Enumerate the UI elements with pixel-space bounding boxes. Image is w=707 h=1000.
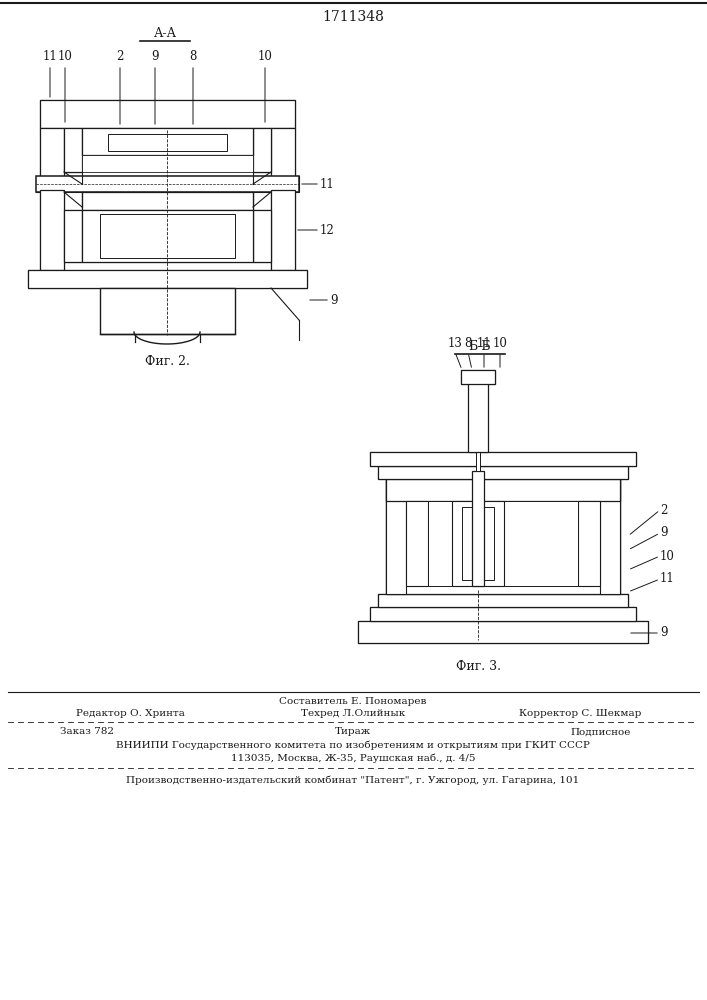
Text: 2: 2 [660,504,667,516]
Bar [386,479,620,594]
Bar [253,210,271,262]
Bar [64,210,82,262]
Bar [82,155,253,172]
Bar [428,501,578,586]
Text: Тираж: Тираж [335,728,371,736]
Text: Подписное: Подписное [570,728,631,736]
Bar [28,270,307,288]
Bar [452,501,504,586]
Bar [64,128,82,172]
Bar [386,479,406,594]
Bar [472,471,484,586]
Bar [461,370,495,384]
Bar [40,190,64,270]
Bar [472,471,484,586]
Bar [64,128,82,172]
Bar [271,128,295,185]
Bar [578,501,600,586]
Bar [378,466,628,479]
Bar [64,210,82,262]
Text: А-А: А-А [153,27,177,40]
Bar [271,128,295,185]
Bar [600,479,620,594]
Text: Фиг. 3.: Фиг. 3. [455,660,501,673]
Bar [462,507,494,580]
Text: 11: 11 [320,178,334,190]
Bar [82,128,253,155]
Text: 11: 11 [42,50,57,63]
Bar [40,100,295,128]
Text: Производственно-издательский комбинат "Патент", г. Ужгород, ул. Гагарина, 101: Производственно-издательский комбинат "П… [127,775,580,785]
Bar [358,621,648,643]
Text: 10: 10 [493,337,508,350]
Text: Фиг. 2.: Фиг. 2. [144,355,189,368]
Bar [378,594,628,607]
Bar [40,190,64,270]
Bar [40,100,295,128]
Bar [406,501,428,586]
Text: Составитель Е. Пономарев: Составитель Е. Пономарев [279,696,427,706]
Bar [36,176,299,192]
Bar [468,376,488,452]
Text: Б-Б: Б-Б [469,340,491,353]
Bar [253,128,271,172]
Text: Редактор О. Хринта: Редактор О. Хринта [76,708,185,718]
Text: 12: 12 [320,224,334,236]
Bar [358,621,648,643]
Bar [386,479,620,501]
Text: 8: 8 [464,337,472,350]
Bar [40,128,64,185]
Bar [406,501,428,586]
Bar [461,370,495,384]
Bar [108,134,227,151]
Text: 1711348: 1711348 [322,10,384,24]
Bar [476,376,480,471]
Bar [386,479,406,594]
Text: 8: 8 [189,50,197,63]
Bar [452,501,504,586]
Bar [370,452,636,466]
Bar [378,466,628,479]
Bar [386,479,620,594]
Bar [108,134,227,151]
Text: 11: 11 [660,572,674,585]
Bar [271,190,295,270]
Bar [40,128,64,185]
Bar [82,210,253,262]
Bar [82,210,253,262]
Text: 11: 11 [477,337,491,350]
Text: 10: 10 [257,50,272,63]
Bar [253,128,271,172]
Bar [378,594,628,607]
Text: 113035, Москва, Ж-35, Раушская наб., д. 4/5: 113035, Москва, Ж-35, Раушская наб., д. … [230,753,475,763]
Bar [386,479,620,501]
Bar [578,501,600,586]
Bar [36,176,299,192]
Bar [370,607,636,621]
Bar [82,192,253,210]
Text: Заказ 782: Заказ 782 [60,728,114,736]
Bar [253,210,271,262]
Text: 10: 10 [57,50,72,63]
Bar [462,507,494,580]
Bar [100,214,235,258]
Bar [370,452,636,466]
Text: 2: 2 [117,50,124,63]
Text: 9: 9 [330,294,337,306]
Text: 10: 10 [660,550,675,562]
Text: 13: 13 [448,337,462,350]
Text: 9: 9 [660,626,667,640]
Text: Корректор С. Шекмар: Корректор С. Шекмар [519,708,641,718]
Bar [82,192,253,210]
Text: Техред Л.Олийнык: Техред Л.Олийнык [301,708,405,718]
Bar [600,479,620,594]
Bar [82,128,253,155]
Bar [271,190,295,270]
Bar [100,288,235,334]
Bar [28,270,307,288]
Text: 9: 9 [151,50,159,63]
Text: 9: 9 [660,526,667,540]
Text: ВНИИПИ Государственного комитета по изобретениям и открытиям при ГКИТ СССР: ВНИИПИ Государственного комитета по изоб… [116,740,590,750]
Bar [370,607,636,621]
